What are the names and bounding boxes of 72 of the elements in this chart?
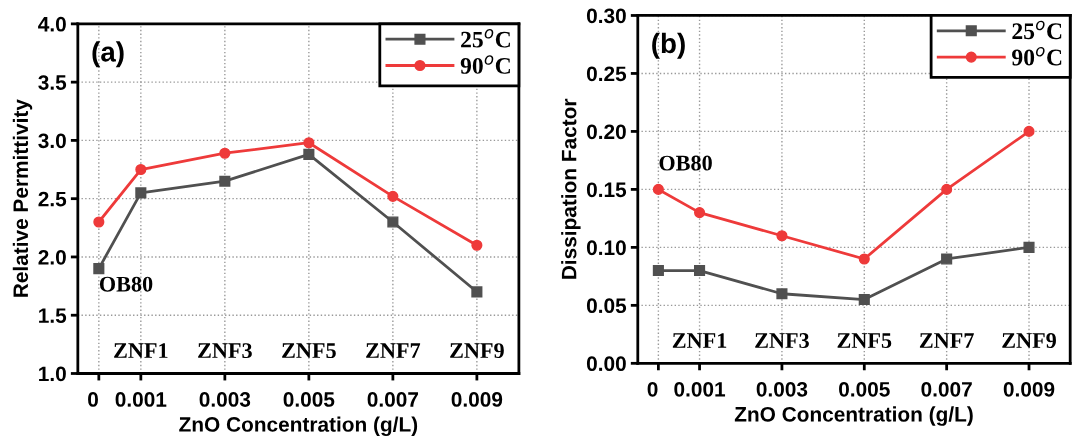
- annotation: OB80: [659, 155, 712, 171]
- point: [652, 183, 664, 195]
- y-tick-label: 0.05: [586, 298, 627, 314]
- legend-label: 25$^{o}$C: [461, 29, 510, 48]
- point: [387, 216, 399, 228]
- point: [941, 183, 953, 195]
- annotation: ZNF1: [114, 343, 168, 358]
- annotation: ZNF9: [450, 343, 504, 359]
- y-axis-title: Dissipation Factor: [561, 98, 581, 279]
- y-tick-label: 1.0: [39, 366, 66, 382]
- y-tick-label: 2.5: [38, 191, 67, 207]
- x-tick-label: 0.001: [674, 381, 726, 397]
- annotation: (b): [652, 32, 685, 59]
- point: [471, 239, 483, 251]
- y-tick-label: 2.0: [38, 249, 66, 265]
- y-tick-label: 0.15: [586, 182, 627, 198]
- x-tick-label: 0.001: [115, 392, 167, 407]
- point: [93, 263, 105, 275]
- y-tick-label: 0.25: [586, 66, 627, 82]
- annotation: ZNF7: [919, 333, 974, 348]
- point: [776, 230, 788, 242]
- y-tick-label: 1.5: [39, 308, 67, 323]
- point: [858, 293, 870, 306]
- point: [219, 147, 231, 159]
- point: [694, 265, 706, 277]
- point: [135, 187, 147, 199]
- x-tick-label: 0.005: [283, 392, 335, 407]
- point: [303, 148, 315, 160]
- annotation: ZNF1: [672, 333, 727, 348]
- x-tick-label: 0.005: [839, 381, 890, 397]
- y-tick-label: 3.5: [38, 75, 67, 90]
- legend-label: 90$^{o}$C: [1012, 46, 1062, 66]
- annotation: ZNF9: [1002, 333, 1056, 349]
- x-axis-title: ZnO Concentration (g/L): [734, 406, 973, 426]
- x-tick-label: 0.003: [756, 381, 808, 397]
- annotation: ZNF7: [366, 343, 421, 358]
- point: [652, 265, 664, 277]
- y-tick-label: 0.30: [586, 8, 626, 24]
- point: [941, 253, 953, 265]
- legend-label: 90$^{o}$C: [460, 55, 510, 74]
- y-tick-label: 3.0: [38, 133, 66, 149]
- point: [776, 288, 788, 300]
- x-tick-label: 0.003: [199, 392, 251, 407]
- annotation: (a): [92, 41, 124, 68]
- point: [219, 175, 231, 187]
- y-tick-label: 0.00: [586, 356, 626, 372]
- point: [303, 137, 315, 149]
- point: [1023, 241, 1035, 253]
- annotation: ZNF5: [837, 333, 892, 349]
- x-tick-label: 0: [647, 381, 658, 397]
- annotation: OB80: [99, 276, 153, 292]
- y-tick-label: 0.20: [586, 124, 626, 140]
- y-tick-label: 0.10: [586, 240, 626, 256]
- annotation: ZNF3: [198, 343, 252, 359]
- legend-label: 25$^{o}$C: [1012, 20, 1062, 40]
- x-tick-label: 0.009: [1003, 381, 1055, 397]
- x-tick-label: 0.009: [451, 392, 503, 407]
- point: [135, 163, 147, 176]
- x-tick-label: 0.007: [921, 381, 972, 397]
- x-axis-title: ZnO Concentration (g/L): [179, 416, 418, 437]
- x-tick-label: 0: [88, 392, 98, 407]
- point: [387, 190, 399, 202]
- point: [471, 286, 483, 298]
- point: [694, 207, 706, 219]
- point: [93, 216, 105, 228]
- x-tick-label: 0.007: [367, 392, 419, 407]
- y-tick-label: 4.0: [38, 16, 66, 32]
- point: [1023, 125, 1035, 137]
- annotation: ZNF3: [755, 333, 809, 349]
- annotation: ZNF5: [282, 343, 336, 359]
- point: [858, 253, 870, 265]
- y-axis-title: Relative Permittivity: [12, 99, 33, 297]
